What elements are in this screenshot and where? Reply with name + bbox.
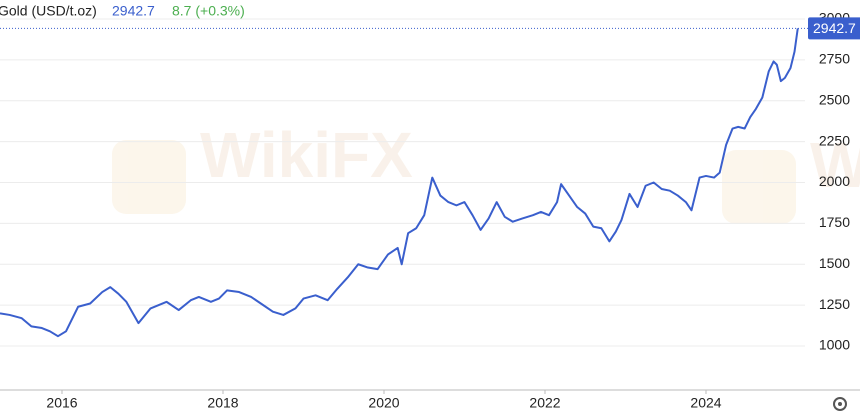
- chart-title: Gold (USD/t.oz): [0, 3, 97, 19]
- watermark-logo: [722, 150, 796, 224]
- x-tick-label: 2016: [46, 395, 77, 411]
- header-price: 2942.7: [112, 3, 155, 19]
- watermark-logo: [112, 140, 186, 214]
- x-tick-label: 2018: [207, 395, 238, 411]
- header-change: 8.7 (+0.3%): [172, 3, 245, 19]
- price-line: [0, 28, 799, 338]
- last-price-tag: [808, 17, 860, 40]
- y-tick-label: 2500: [819, 91, 850, 107]
- y-tick-label: 1750: [819, 214, 850, 230]
- x-tick-label: 2020: [368, 395, 399, 411]
- watermark-layer: WikiFX WikiFX: [112, 119, 860, 224]
- y-tick-label: 2000: [819, 173, 850, 189]
- y-tick-label: 1000: [819, 337, 850, 353]
- settings-icon[interactable]: [833, 397, 847, 411]
- x-tick-label: 2022: [529, 395, 560, 411]
- y-tick-label: 1500: [819, 255, 850, 271]
- x-tick-label: 2024: [690, 395, 721, 411]
- watermark-text: WikiFX: [200, 119, 413, 191]
- last-price-label: 2942.7: [813, 20, 856, 36]
- y-tick-label: 1250: [819, 296, 850, 312]
- y-tick-label: 2250: [819, 132, 850, 148]
- watermark-text: WikiFX: [810, 129, 860, 201]
- y-tick-label: 2750: [819, 51, 850, 67]
